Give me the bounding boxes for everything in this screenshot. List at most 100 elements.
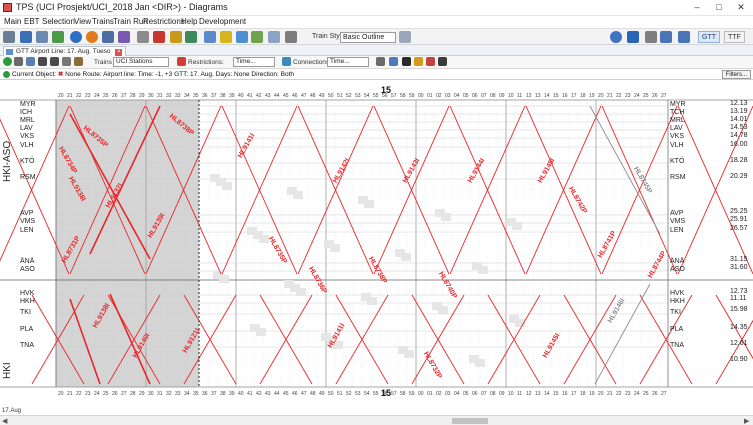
menu-help[interactable]: Help (181, 17, 198, 26)
scroll-right-icon[interactable]: ▶ (744, 418, 750, 425)
close-tab-icon[interactable]: × (115, 49, 123, 56)
grid-icon[interactable] (102, 31, 114, 43)
open-icon[interactable] (20, 31, 32, 43)
scrollbar-thumb[interactable] (452, 418, 488, 424)
pin-icon[interactable] (402, 57, 411, 66)
scroll-left-icon[interactable]: ◀ (2, 418, 8, 425)
connections-icon[interactable] (282, 57, 291, 66)
train-path-up (69, 105, 146, 275)
occupancy-block (321, 333, 331, 341)
export-icon[interactable] (251, 31, 263, 43)
minute-tick-top: 28 (130, 93, 136, 99)
station-label-left: LAV (20, 125, 33, 132)
flag-icon[interactable] (426, 57, 435, 66)
title-bar: TPS (UCI Prosjekt/UCI_2018 Jan <DIR>) - … (0, 0, 753, 16)
print-icon[interactable] (268, 31, 280, 43)
occupancy-block (213, 271, 223, 279)
funnel-icon[interactable] (185, 31, 197, 43)
grid-toggle-icon[interactable] (438, 57, 447, 66)
zoom-icon[interactable] (645, 31, 657, 43)
minute-tick-bottom: 05 (463, 391, 469, 397)
minute-tick-top: 37 (211, 93, 217, 99)
station-label-left: PLA (20, 326, 34, 333)
menu-ebt[interactable]: EBT (24, 17, 40, 26)
zoom-in-icon[interactable] (389, 57, 398, 66)
step-forward-icon[interactable] (50, 57, 59, 66)
train-path-up (601, 105, 678, 275)
menu-selection[interactable]: Selection (42, 17, 75, 26)
select-icon[interactable] (204, 31, 216, 43)
menu-development[interactable]: Development (199, 17, 247, 26)
view-icon[interactable] (236, 31, 248, 43)
color-icon[interactable] (610, 31, 622, 43)
nav-icon[interactable] (14, 57, 23, 66)
menu-view[interactable]: View (74, 17, 92, 26)
restrictions-icon[interactable] (177, 57, 186, 66)
maximize-button[interactable]: □ (716, 2, 722, 12)
minute-tick-bottom: 25 (103, 391, 109, 397)
minute-tick-top: 38 (220, 93, 226, 99)
minute-tick-bottom: 58 (400, 391, 406, 397)
restriction-icon[interactable] (153, 31, 165, 43)
menu-trains[interactable]: Trains (92, 17, 114, 26)
minute-tick-bottom: 47 (301, 391, 307, 397)
time-distance-graph[interactable]: 20 21 22 23 24 25 26 27 28 29 30 31 32 33 34 35 36 37 38 39… (0, 84, 753, 399)
menu-main[interactable]: Main (4, 17, 22, 26)
minute-tick-top: 34 (184, 93, 190, 99)
occupancy-block (222, 182, 232, 190)
refresh-icon[interactable] (3, 57, 12, 66)
style-edit-icon[interactable] (399, 31, 411, 43)
group-label-hki: HKI (2, 362, 13, 379)
menu-train-run[interactable]: Train Run (113, 17, 148, 26)
link-icon[interactable] (660, 31, 672, 43)
train-path-up-lower (639, 294, 693, 385)
minute-tick-top: 31 (157, 93, 163, 99)
lock-icon[interactable] (414, 57, 423, 66)
highlight-icon[interactable] (220, 31, 232, 43)
minute-tick-top: 22 (616, 93, 622, 99)
minute-tick-bottom: 15 (553, 391, 559, 397)
gtt-button[interactable]: GTT (698, 31, 720, 43)
train-type-icon[interactable] (74, 57, 83, 66)
filters-button[interactable]: Filters... (721, 70, 751, 79)
graph-canvas[interactable]: 20 21 22 23 24 25 26 27 28 29 30 31 32 33 34 35 36 37 38 39… (0, 84, 753, 399)
occupancy-block (472, 262, 482, 270)
direction-icon[interactable] (62, 57, 71, 66)
save-icon[interactable] (36, 31, 48, 43)
station-label-right: RSM (670, 174, 686, 181)
close-button[interactable]: ✕ (737, 2, 745, 12)
chart-icon[interactable] (118, 31, 130, 43)
layers-icon[interactable] (52, 31, 64, 43)
globe-icon[interactable] (70, 31, 82, 43)
settings-icon[interactable] (3, 31, 15, 43)
move-icon[interactable] (627, 31, 639, 43)
occupancy-block (296, 288, 306, 296)
minute-tick-top: 10 (508, 93, 514, 99)
ttf-button[interactable]: TTF (724, 31, 745, 43)
minute-tick-bottom: 43 (265, 391, 271, 397)
app-icon (3, 3, 12, 12)
trains-select[interactable]: UCI Stations (113, 57, 169, 67)
options-icon[interactable] (376, 57, 385, 66)
table-icon[interactable] (285, 31, 297, 43)
minute-tick-bottom: 55 (373, 391, 379, 397)
ok-icon (3, 71, 10, 78)
minute-tick-top: 36 (202, 93, 208, 99)
horizontal-scrollbar[interactable]: ◀ ▶ (0, 415, 753, 425)
user-icon[interactable] (170, 31, 182, 43)
connections-select[interactable]: Time... (327, 57, 369, 67)
train-style-select[interactable]: Basic Outline (340, 32, 396, 43)
step-back-icon[interactable] (38, 57, 47, 66)
minute-tick-top: 56 (382, 93, 388, 99)
train-icon[interactable] (137, 31, 149, 43)
time-icon[interactable] (86, 31, 98, 43)
minimize-button[interactable]: – (694, 2, 700, 12)
occupancy-block (327, 337, 337, 345)
minute-tick-top: 57 (391, 93, 397, 99)
minute-tick-top: 20 (58, 93, 64, 99)
tab-gtt-airport-line[interactable]: GTT Airport Line: 17. Aug. Tueso × (3, 46, 127, 56)
menu-restrictions[interactable]: Restrictions (143, 17, 185, 26)
list-icon[interactable] (26, 57, 35, 66)
restrictions-select[interactable]: Time... (233, 57, 275, 67)
arrange-icon[interactable] (678, 31, 690, 43)
